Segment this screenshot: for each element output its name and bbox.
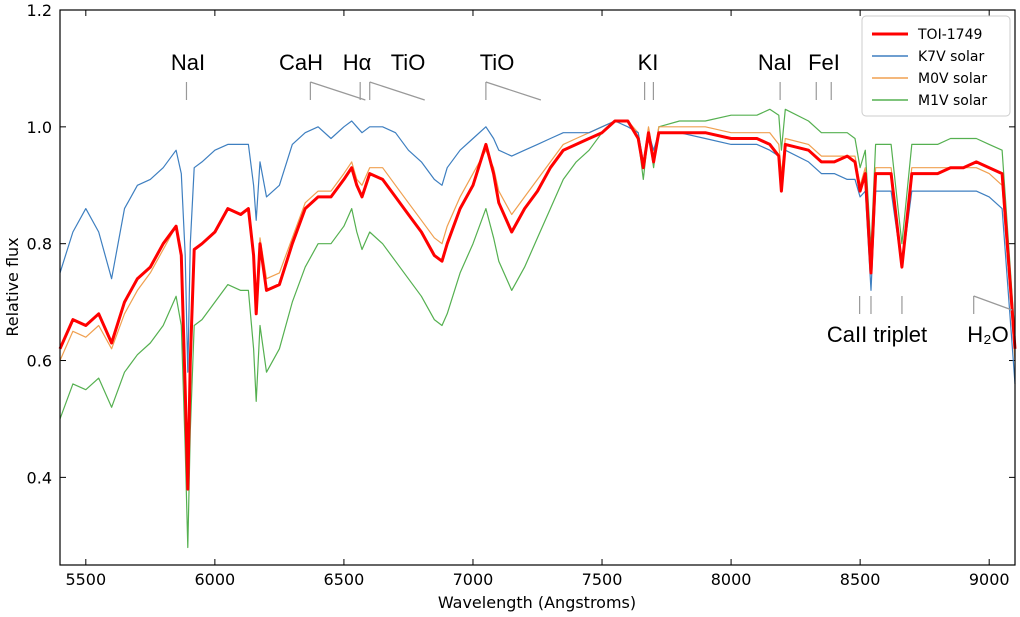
legend-label: TOI-1749 bbox=[917, 27, 982, 43]
x-tick-label: 8500 bbox=[840, 570, 881, 589]
series-line-2 bbox=[59, 120, 1016, 384]
line-annotations: NaI CaH Hα TiO TiO KI NaI FeI CaII triplet H₂O bbox=[171, 50, 1013, 347]
y-tick-label: 1.2 bbox=[27, 1, 52, 20]
annotation-marker bbox=[973, 295, 1013, 311]
x-tick-label: 5500 bbox=[65, 570, 106, 589]
annotation-label: CaH bbox=[279, 50, 323, 75]
legend-label: M1V solar bbox=[918, 93, 987, 109]
series-lines bbox=[58, 108, 1017, 549]
y-tick-label: 0.4 bbox=[27, 468, 52, 487]
y-tick-label: 0.8 bbox=[27, 235, 52, 254]
annotation-marker bbox=[485, 81, 542, 101]
annotation-label: FeI bbox=[808, 50, 840, 75]
x-tick-label: 7000 bbox=[453, 570, 494, 589]
y-axis-label: Relative flux bbox=[3, 237, 22, 336]
y-tick-label: 1.0 bbox=[27, 118, 52, 137]
y-tick-label: 0.6 bbox=[27, 352, 52, 371]
annotation-label: NaI bbox=[758, 50, 792, 75]
annotation-label: NaI bbox=[171, 50, 205, 75]
legend-box bbox=[861, 15, 1011, 117]
series-line-4 bbox=[59, 108, 1016, 549]
annotation-label: Hα bbox=[343, 50, 372, 75]
annotation-marker bbox=[310, 81, 366, 101]
tick-labels: 5500 6000 6500 7000 7500 8000 8500 9000 0.4 0.6 0.… bbox=[27, 1, 1010, 589]
annotation-label: KI bbox=[638, 50, 659, 75]
annotation-label: H₂O bbox=[967, 322, 1009, 347]
annotation-label: CaII triplet bbox=[827, 322, 927, 347]
legend-label: M0V solar bbox=[918, 71, 987, 87]
x-tick-label: 9000 bbox=[969, 570, 1010, 589]
x-tick-label: 7500 bbox=[582, 570, 623, 589]
legend-label: K7V solar bbox=[918, 49, 984, 65]
series-line-3 bbox=[59, 120, 1016, 478]
legend: TOI-1749 K7V solar M0V solar M1V solar bbox=[861, 15, 1011, 117]
x-tick-label: 6500 bbox=[324, 570, 365, 589]
x-tick-label: 6000 bbox=[195, 570, 236, 589]
annotation-label: TiO bbox=[391, 50, 426, 75]
annotation-label: TiO bbox=[480, 50, 515, 75]
series-line-1 bbox=[58, 119, 1017, 491]
plot-frame bbox=[59, 9, 1016, 566]
x-tick-label: 8000 bbox=[711, 570, 752, 589]
annotation-marker bbox=[369, 81, 425, 101]
x-axis-label: Wavelength (Angstroms) bbox=[438, 593, 636, 612]
